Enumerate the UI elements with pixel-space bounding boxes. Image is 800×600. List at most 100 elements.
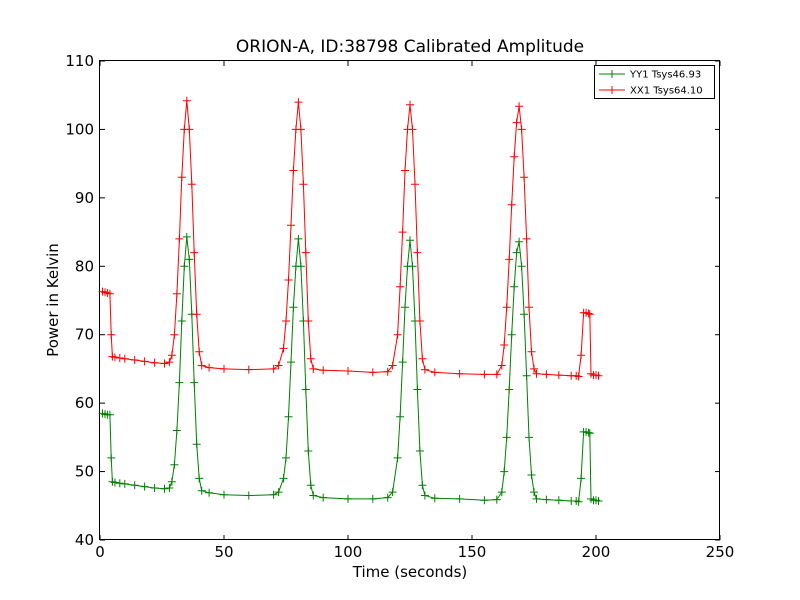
data-point-xx1 xyxy=(415,317,424,325)
data-point-xx1 xyxy=(205,363,214,372)
data-point-xx1 xyxy=(522,234,531,243)
data-point-xx1 xyxy=(296,125,305,134)
data-point-xx1 xyxy=(497,361,506,370)
data-point-yy1 xyxy=(515,237,524,246)
data-point-xx1 xyxy=(383,367,392,376)
data-point-yy1 xyxy=(510,282,519,291)
data-point-xx1 xyxy=(244,365,253,374)
data-point-yy1 xyxy=(577,474,586,483)
data-point-xx1 xyxy=(480,370,489,379)
data-point-xx1 xyxy=(574,372,583,381)
data-point-yy1 xyxy=(105,410,114,419)
data-point-xx1 xyxy=(187,180,196,189)
data-point-yy1 xyxy=(418,481,427,490)
data-point-xx1 xyxy=(594,371,603,380)
data-point-yy1 xyxy=(396,412,405,421)
data-point-xx1 xyxy=(130,356,139,364)
data-point-xx1 xyxy=(289,166,298,175)
data-point-yy1 xyxy=(594,497,603,505)
data-point-yy1 xyxy=(530,488,538,497)
ticks-layer: 0 50 100 150 200 250 40 50 60 70 80 90 100 110 xyxy=(65,52,734,561)
y-tick-label: 100 xyxy=(65,120,94,138)
y-axis-label: Power in Kelvin xyxy=(44,243,62,357)
data-point-xx1 xyxy=(517,125,526,134)
data-point-yy1 xyxy=(415,447,424,455)
data-point-yy1 xyxy=(542,495,551,504)
data-point-yy1 xyxy=(480,496,489,505)
data-point-xx1 xyxy=(167,351,176,360)
data-point-yy1 xyxy=(205,488,214,497)
y-tick-label: 90 xyxy=(75,189,94,207)
data-point-xx1 xyxy=(411,180,419,189)
data-point-xx1 xyxy=(304,317,313,325)
data-point-xx1 xyxy=(309,364,318,373)
data-point-yy1 xyxy=(574,497,583,506)
data-point-xx1 xyxy=(190,248,199,257)
data-point-xx1 xyxy=(408,125,417,134)
data-point-xx1 xyxy=(388,361,397,370)
data-point-xx1 xyxy=(430,368,439,377)
data-point-xx1 xyxy=(197,361,206,370)
data-point-xx1 xyxy=(110,353,119,362)
data-point-xx1 xyxy=(301,248,310,257)
data-point-xx1 xyxy=(542,370,551,379)
data-point-xx1 xyxy=(577,351,586,360)
data-point-xx1 xyxy=(287,221,295,230)
data-point-yy1 xyxy=(520,310,529,319)
y-tick-label: 110 xyxy=(65,52,94,70)
data-point-xx1 xyxy=(532,369,541,378)
data-point-yy1 xyxy=(182,232,191,241)
data-point-xx1 xyxy=(502,303,511,312)
data-point-yy1 xyxy=(180,262,189,271)
y-tick-label: 60 xyxy=(75,394,94,412)
data-point-xx1 xyxy=(165,358,174,367)
data-point-yy1 xyxy=(130,481,139,490)
data-point-yy1 xyxy=(525,433,533,442)
data-point-xx1 xyxy=(319,366,328,375)
data-point-xx1 xyxy=(279,344,288,353)
data-point-xx1 xyxy=(525,303,533,312)
data-point-yy1 xyxy=(120,479,129,488)
data-point-yy1 xyxy=(502,433,511,442)
chart-title: ORION-A, ID:38798 Calibrated Amplitude xyxy=(236,37,584,57)
data-point-xx1 xyxy=(396,282,405,291)
data-point-xx1 xyxy=(175,234,184,243)
data-point-yy1 xyxy=(517,262,526,271)
data-point-yy1 xyxy=(301,385,310,394)
data-point-yy1 xyxy=(165,484,174,492)
data-point-yy1 xyxy=(287,358,295,367)
data-point-xx1 xyxy=(284,276,293,284)
data-point-xx1 xyxy=(192,310,201,319)
y-tick-label: 80 xyxy=(75,257,94,275)
data-point-xx1 xyxy=(299,180,308,189)
x-axis-label: Time (seconds) xyxy=(352,563,468,581)
legend-label-xx1: XX1 Tsys64.10 xyxy=(630,86,703,97)
data-point-xx1 xyxy=(115,354,124,362)
data-point-yy1 xyxy=(393,453,402,462)
data-point-yy1 xyxy=(140,482,149,491)
data-point-xx1 xyxy=(182,96,191,105)
legend-marker-yy1 xyxy=(608,70,616,78)
data-point-yy1 xyxy=(279,474,288,483)
data-point-yy1 xyxy=(505,385,514,394)
y-tick-label: 40 xyxy=(75,531,94,549)
data-point-xx1 xyxy=(418,354,427,363)
data-point-xx1 xyxy=(584,309,593,318)
data-point-xx1 xyxy=(530,364,538,373)
data-point-yy1 xyxy=(406,236,414,245)
data-point-xx1 xyxy=(507,200,516,209)
data-point-xx1 xyxy=(455,369,464,378)
data-point-yy1 xyxy=(150,484,159,492)
data-point-yy1 xyxy=(585,429,594,438)
data-point-yy1 xyxy=(319,493,328,502)
plot-area xyxy=(99,60,720,540)
data-point-yy1 xyxy=(401,303,409,312)
data-point-yy1 xyxy=(269,490,278,499)
data-point-yy1 xyxy=(110,478,119,487)
data-point-yy1 xyxy=(388,488,397,497)
data-point-yy1 xyxy=(408,262,417,271)
data-point-yy1 xyxy=(282,453,290,462)
data-point-yy1 xyxy=(289,303,298,312)
data-point-xx1 xyxy=(393,330,402,339)
